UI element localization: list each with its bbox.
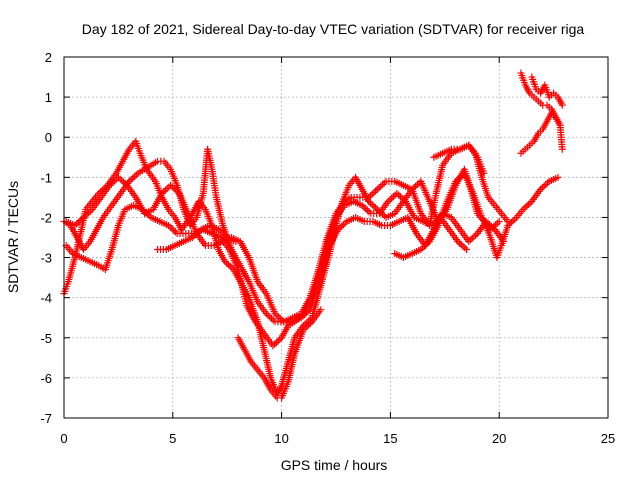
data-point	[370, 189, 378, 197]
data-point	[73, 220, 81, 228]
data-point	[410, 184, 418, 192]
data-point	[368, 190, 376, 198]
data-point	[168, 183, 176, 191]
data-point	[264, 311, 272, 319]
x-tick-label: 15	[383, 431, 397, 446]
data-point	[456, 239, 464, 247]
data-point	[363, 206, 371, 214]
data-point	[163, 185, 171, 193]
data-point	[523, 202, 531, 210]
data-point	[540, 182, 548, 190]
data-point	[317, 306, 325, 314]
data-point	[272, 339, 280, 347]
data-point	[372, 187, 380, 195]
data-point	[413, 181, 421, 189]
data-point	[461, 244, 469, 252]
data-point	[524, 201, 532, 209]
series-arc-11	[517, 109, 566, 157]
y-tick-label: -5	[40, 331, 52, 346]
data-point	[168, 225, 176, 233]
y-tick-label: 1	[45, 90, 52, 105]
series-arc-6	[234, 306, 325, 402]
data-point	[129, 174, 137, 182]
data-point	[268, 315, 276, 323]
data-point	[269, 316, 277, 324]
series-arc-10	[528, 73, 566, 109]
data-point	[266, 313, 274, 321]
x-tick-label: 10	[274, 431, 288, 446]
data-point	[558, 101, 566, 109]
data-point	[500, 238, 508, 246]
data-point	[521, 204, 529, 212]
data-point	[131, 173, 139, 181]
data-point	[116, 175, 124, 183]
y-tick-label: -7	[40, 411, 52, 426]
data-point	[278, 316, 286, 324]
x-tick-label: 0	[60, 431, 67, 446]
data-point	[493, 219, 501, 227]
data-point	[225, 261, 233, 269]
data-point	[368, 201, 376, 209]
data-point	[370, 202, 378, 210]
data-point	[526, 199, 534, 207]
data-point	[480, 169, 488, 177]
data-point	[362, 205, 370, 213]
data-point	[377, 182, 385, 190]
x-axis-label: GPS time / hours	[281, 457, 388, 473]
y-tick-label: 0	[45, 130, 52, 145]
data-point	[495, 217, 503, 225]
data-point	[558, 145, 566, 153]
data-point	[339, 221, 347, 229]
data-point	[388, 194, 396, 202]
y-axis-label: SDTVAR / TECUs	[5, 181, 21, 293]
series-arc-5	[154, 221, 240, 254]
data-point	[379, 181, 387, 189]
data-point	[80, 213, 88, 221]
data-point	[463, 246, 471, 254]
y-tick-label: 2	[45, 50, 52, 65]
data-point	[386, 196, 394, 204]
y-tick-label: -1	[40, 170, 52, 185]
data-point	[274, 337, 282, 345]
data-point	[459, 242, 467, 250]
series-arc-7	[391, 169, 503, 262]
y-tick-label: -2	[40, 210, 52, 225]
x-tick-label: 20	[492, 431, 506, 446]
data-point	[470, 233, 478, 241]
data-point	[554, 173, 562, 181]
data-point	[373, 185, 381, 193]
x-tick-label: 5	[169, 431, 176, 446]
data-point	[509, 217, 517, 225]
data-point	[538, 184, 546, 192]
data-point	[170, 226, 178, 234]
data-point	[232, 238, 240, 246]
y-tick-label: -3	[40, 251, 52, 266]
data-point	[472, 231, 480, 239]
data-point	[468, 234, 476, 242]
chart-title: Day 182 of 2021, Sidereal Day-to-day VTE…	[82, 21, 585, 37]
data-point	[380, 179, 388, 187]
data-series	[60, 69, 566, 402]
data-point	[389, 193, 397, 201]
data-point	[504, 217, 512, 225]
x-tick-label: 25	[601, 431, 615, 446]
series-arc-8	[430, 141, 488, 177]
data-point	[393, 189, 401, 197]
data-point	[457, 241, 465, 249]
plot-frame	[63, 56, 609, 419]
data-point	[365, 208, 373, 216]
data-point	[375, 184, 383, 192]
y-tick-label: -6	[40, 371, 52, 386]
data-point	[511, 215, 519, 223]
data-point	[226, 262, 234, 270]
data-point	[395, 191, 403, 199]
y-tick-label: -4	[40, 291, 52, 306]
data-point	[542, 181, 550, 189]
